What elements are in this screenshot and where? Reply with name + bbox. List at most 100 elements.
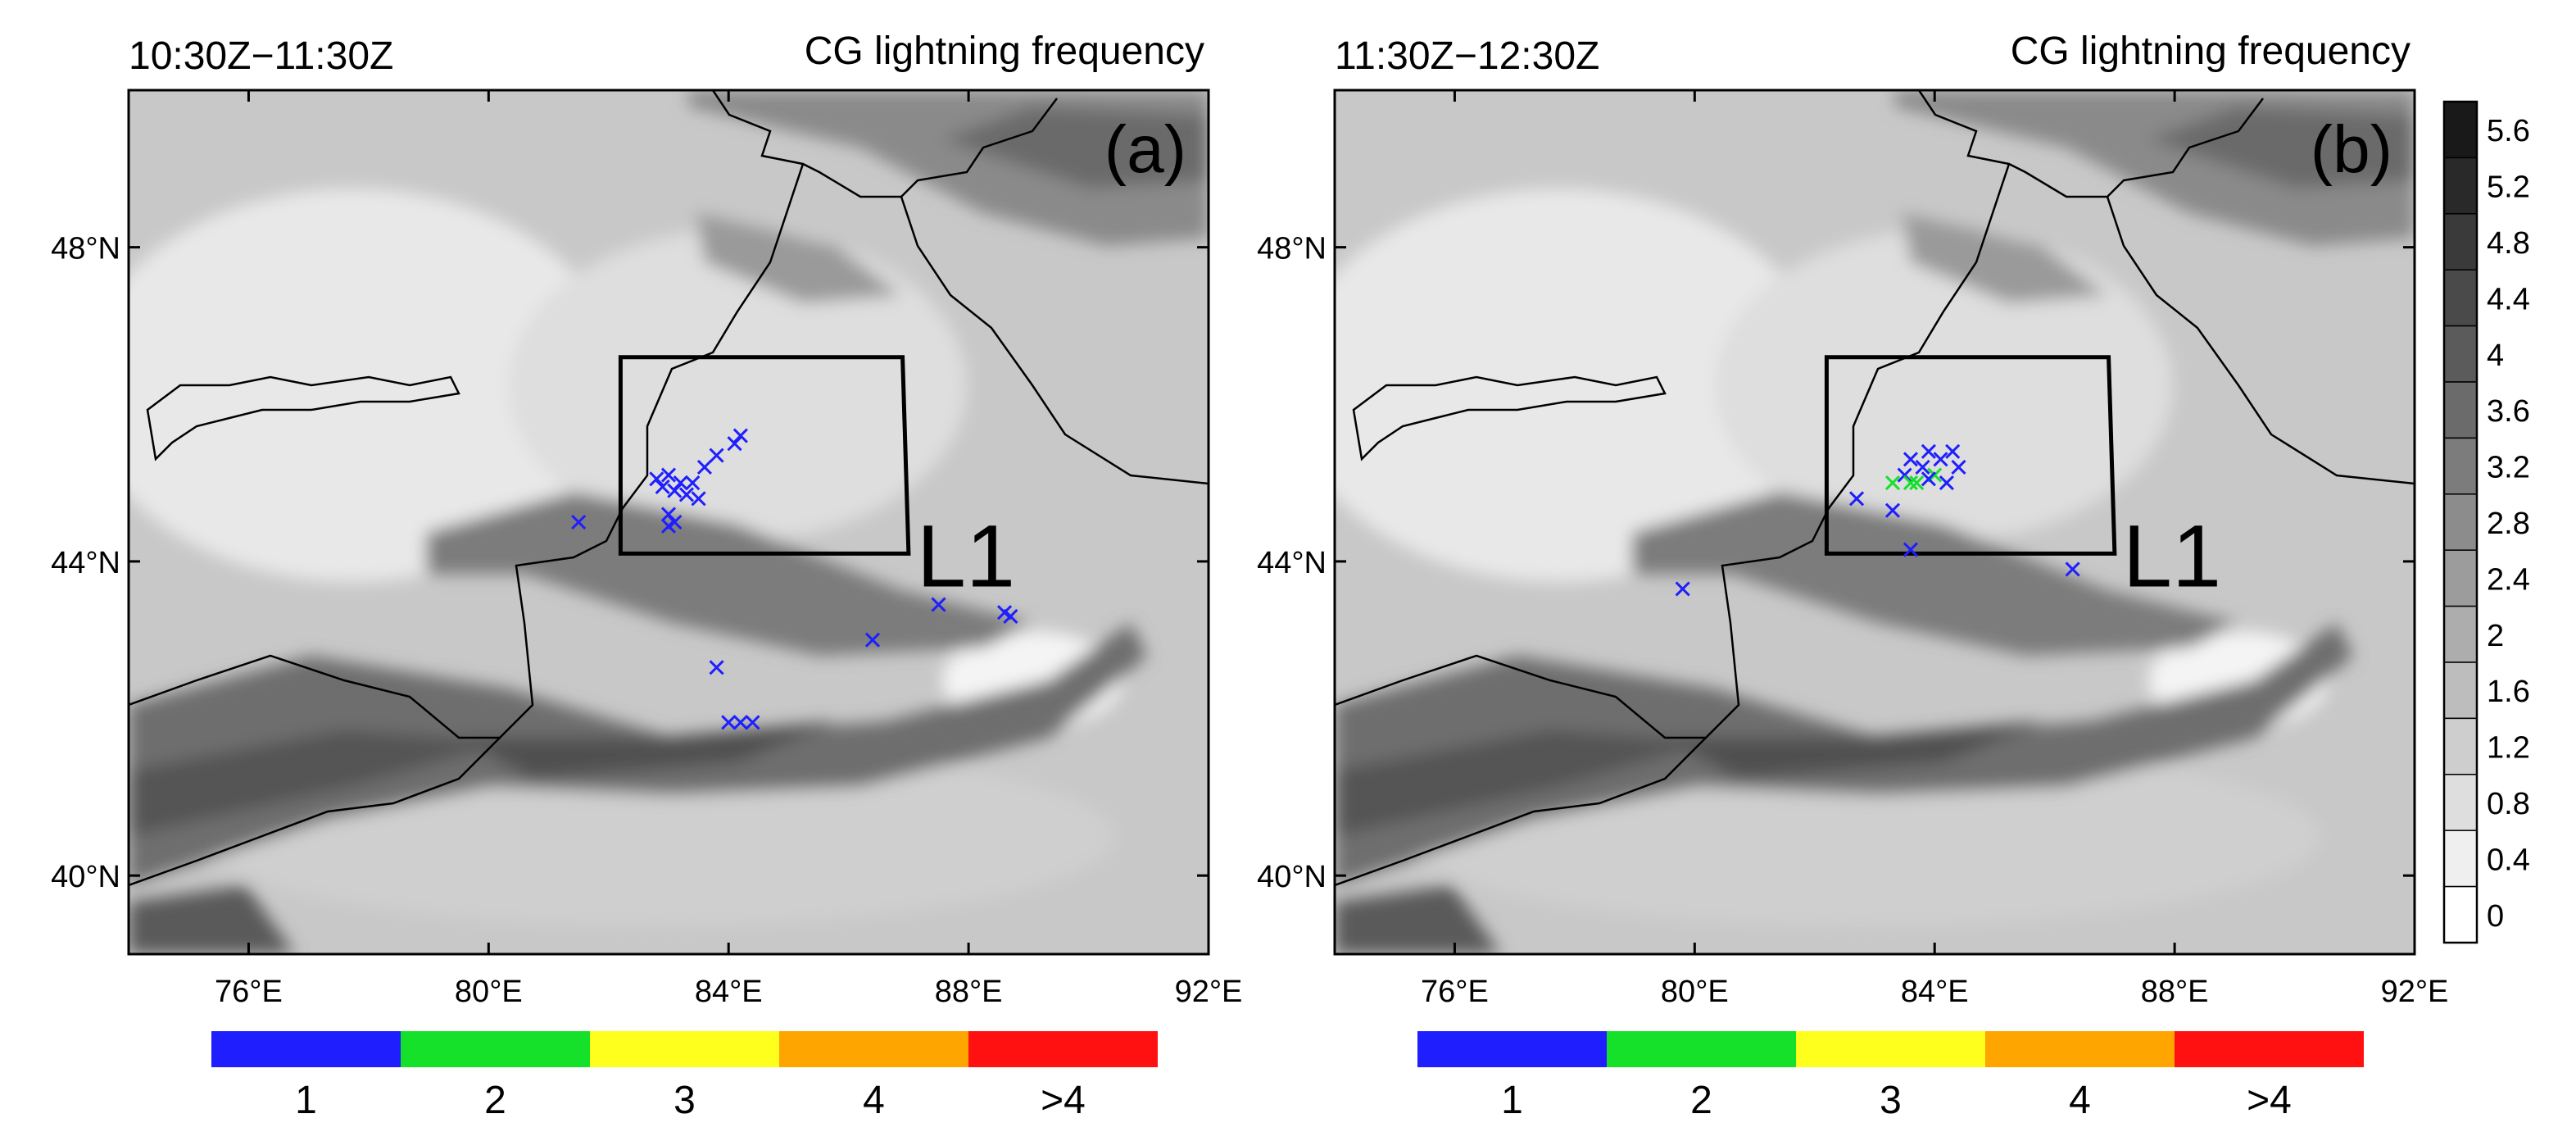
panel-a-lightning-strikes	[571, 428, 1018, 730]
panel-a-borders	[129, 90, 1209, 887]
frequency-colorbar-label: >4	[1041, 1079, 1086, 1122]
lon-tick-label: 76°E	[1421, 975, 1489, 1009]
terrain-colorbar-label: 4.8	[2487, 226, 2530, 261]
lightning-strike-marker	[1884, 475, 1901, 491]
frequency-colorbar-swatch	[968, 1031, 1158, 1067]
terrain-colorbar-swatch	[2443, 717, 2478, 775]
lon-tick-label: 76°E	[215, 975, 283, 1009]
panel-a-lake-outline	[146, 375, 460, 461]
terrain-colorbar-label: 0.8	[2487, 787, 2530, 821]
panel-b-frame	[1333, 89, 2416, 956]
terrain-colorbar-label: 0	[2487, 899, 2504, 934]
lightning-strike-marker	[931, 597, 946, 612]
lon-tick-label: 88°E	[2141, 975, 2209, 1009]
panel-a-time-label: 10:30Z−11:30Z	[129, 34, 393, 78]
terrain-colorbar-label: 1.2	[2487, 731, 2530, 766]
lightning-strike-marker	[1884, 502, 1901, 518]
terrain-colorbar-label: 5.6	[2487, 114, 2530, 148]
frequency-colorbar-b: 1 2 3 4 >4	[1417, 1031, 2364, 1122]
lightning-strike-marker	[709, 660, 724, 675]
terrain-colorbar-swatch	[2443, 605, 2478, 663]
lightning-strike-marker	[691, 491, 706, 507]
terrain-colorbar-label: 2.4	[2487, 562, 2530, 597]
lightning-strike-marker	[721, 715, 737, 730]
panel-b-border-south	[1335, 163, 2011, 739]
frequency-colorbar-swatch	[1417, 1031, 1607, 1067]
lightning-strike-marker	[1933, 452, 1948, 467]
lat-tick-label: 44°N	[1257, 546, 1327, 580]
lat-tick-label: 44°N	[51, 546, 120, 580]
panel-a-map-area	[129, 90, 1209, 954]
lightning-strike-marker	[1003, 608, 1018, 625]
lightning-strike-marker	[864, 632, 881, 648]
terrain-colorbar-label: 1.6	[2487, 675, 2530, 709]
frequency-colorbar-swatch	[2175, 1031, 2364, 1067]
terrain-colorbar-swatch	[2443, 661, 2478, 720]
region-box-outline	[1824, 355, 2117, 556]
map-panel-a: 10:30Z−11:30Z CG lightning frequency	[51, 30, 1242, 1009]
lightning-strike-marker	[1903, 475, 1918, 491]
lightning-strike-marker	[709, 448, 724, 463]
lightning-strike-marker	[1939, 475, 1954, 491]
panel-a-region-box	[618, 355, 911, 556]
terrain-colorbar-swatch	[2443, 213, 2478, 270]
terrain-colorbar-swatch	[2443, 549, 2478, 607]
panel-b-axis-ticks: 48°N 44°N 40°N 76°E 80°E 84°E 88°E 92°E	[1257, 90, 2448, 1009]
frequency-colorbar-swatch	[590, 1031, 779, 1067]
panel-a-letter: (a)	[1104, 112, 1186, 187]
lightning-strike-marker	[667, 514, 683, 530]
terrain-colorbar-swatch	[2443, 101, 2478, 159]
frequency-colorbar-label: 2	[484, 1079, 506, 1122]
terrain-colorbar-swatch	[2443, 437, 2478, 495]
lightning-strike-marker	[745, 715, 760, 730]
lightning-strike-marker	[1951, 459, 1966, 475]
terrain-colorbar-swatch	[2443, 381, 2478, 439]
lat-tick-label: 40°N	[1257, 860, 1327, 894]
panel-b-time-label: 11:30Z−12:30Z	[1335, 34, 1599, 78]
terrain-colorbar-swatch	[2443, 774, 2478, 831]
panel-b-field-label: CG lightning frequency	[2011, 30, 2410, 73]
lat-tick-label: 48°N	[1257, 232, 1327, 266]
terrain-colorbar-label: 3.2	[2487, 451, 2530, 485]
lightning-strike-marker	[673, 475, 688, 491]
panel-a-border-north	[711, 90, 1058, 198]
terrain-colorbar: 5.6 5.2 4.8 4.4 4 3.6 3.2 2.8 2.4 2 1.6 1.2 0.8 0.4 0	[2442, 100, 2530, 944]
panel-b-lightning-strikes	[1675, 443, 2080, 597]
terrain-colorbar-label: 3.6	[2487, 394, 2530, 429]
panel-b-border-north	[1917, 90, 2264, 198]
lightning-strike-marker	[571, 514, 587, 530]
lightning-strike-marker	[1848, 491, 1865, 507]
panel-b-border-west	[1335, 737, 1707, 887]
frequency-colorbar-swatch	[779, 1031, 968, 1067]
terrain-colorbar-label: 5.2	[2487, 170, 2530, 205]
lon-tick-label: 80°E	[1661, 975, 1729, 1009]
terrain-colorbar-swatch	[2443, 325, 2478, 383]
terrain-colorbar-label: 4	[2487, 339, 2504, 373]
lightning-strike-marker	[1921, 443, 1936, 459]
frequency-colorbar-swatch	[1796, 1031, 1985, 1067]
terrain-colorbar-label: 2.8	[2487, 507, 2530, 541]
lightning-strike-marker	[1897, 467, 1912, 483]
lightning-strike-marker	[2065, 561, 2080, 577]
lon-tick-label: 88°E	[935, 975, 1003, 1009]
terrain-colorbar-label: 4.4	[2487, 282, 2530, 316]
lightning-strike-marker	[696, 459, 712, 475]
lon-tick-label: 84°E	[695, 975, 763, 1009]
frequency-colorbar-label: 1	[295, 1079, 317, 1122]
lon-tick-label: 92°E	[2381, 975, 2449, 1009]
lightning-strike-marker	[685, 475, 701, 491]
lon-tick-label: 84°E	[1901, 975, 1969, 1009]
lightning-strike-marker	[1903, 452, 1918, 467]
panel-b-lake-outline	[1352, 375, 1667, 461]
terrain-colorbar-label: 0.4	[2487, 843, 2530, 877]
frequency-colorbar-swatch	[1985, 1031, 2175, 1067]
panel-a-box-label: L1	[917, 506, 1015, 605]
lightning-strike-marker	[1915, 459, 1930, 475]
terrain-colorbar-label: 2	[2487, 619, 2504, 653]
terrain-colorbar-swatch	[2443, 830, 2478, 888]
panel-a-field-label: CG lightning frequency	[805, 30, 1204, 73]
panel-b-region-box	[1824, 355, 2117, 556]
terrain-colorbar-swatch	[2443, 885, 2478, 943]
frequency-colorbar-swatch	[1607, 1031, 1796, 1067]
